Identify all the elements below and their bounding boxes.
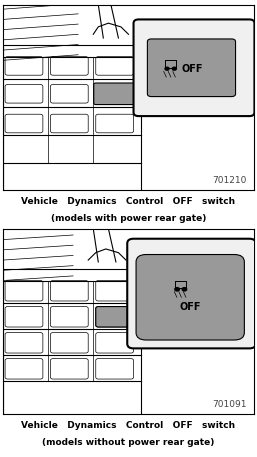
Text: 701091: 701091	[212, 400, 247, 409]
FancyBboxPatch shape	[96, 281, 134, 301]
FancyBboxPatch shape	[5, 307, 43, 327]
Text: Vehicle   Dynamics   Control   OFF   switch: Vehicle Dynamics Control OFF switch	[21, 197, 236, 206]
FancyBboxPatch shape	[96, 114, 134, 133]
FancyBboxPatch shape	[5, 85, 43, 103]
FancyBboxPatch shape	[96, 359, 134, 379]
FancyBboxPatch shape	[50, 359, 88, 379]
Circle shape	[182, 287, 187, 291]
FancyBboxPatch shape	[50, 281, 88, 301]
FancyBboxPatch shape	[5, 114, 43, 133]
Circle shape	[172, 67, 176, 70]
FancyBboxPatch shape	[50, 85, 88, 103]
Text: OFF: OFF	[182, 64, 204, 74]
FancyBboxPatch shape	[5, 281, 43, 301]
FancyBboxPatch shape	[148, 39, 235, 96]
FancyBboxPatch shape	[96, 307, 134, 327]
FancyBboxPatch shape	[5, 333, 43, 353]
Text: OFF: OFF	[179, 302, 201, 312]
FancyBboxPatch shape	[50, 307, 88, 327]
Text: Vehicle   Dynamics   Control   OFF   switch: Vehicle Dynamics Control OFF switch	[21, 420, 236, 430]
Text: (models without power rear gate): (models without power rear gate)	[42, 438, 215, 447]
Text: 701210: 701210	[213, 176, 247, 185]
FancyBboxPatch shape	[96, 57, 134, 75]
FancyBboxPatch shape	[50, 114, 88, 133]
FancyBboxPatch shape	[134, 20, 254, 116]
Text: (models with power rear gate): (models with power rear gate)	[51, 214, 206, 223]
FancyBboxPatch shape	[50, 333, 88, 353]
FancyBboxPatch shape	[96, 307, 134, 327]
Circle shape	[175, 287, 179, 291]
FancyBboxPatch shape	[96, 333, 134, 353]
FancyBboxPatch shape	[127, 239, 256, 348]
FancyBboxPatch shape	[136, 255, 244, 340]
FancyBboxPatch shape	[5, 57, 43, 75]
FancyBboxPatch shape	[50, 57, 88, 75]
FancyBboxPatch shape	[5, 359, 43, 379]
FancyBboxPatch shape	[94, 83, 138, 105]
Circle shape	[165, 67, 169, 70]
